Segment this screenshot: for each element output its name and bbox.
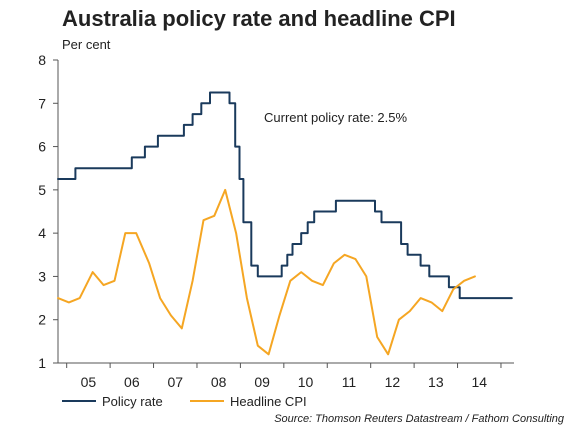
x-tick-label: 14 xyxy=(471,374,487,390)
y-tick-label: 4 xyxy=(38,225,46,241)
y-tick-label: 1 xyxy=(38,355,46,371)
x-tick-label: 11 xyxy=(342,374,357,390)
x-tick-label: 05 xyxy=(81,374,97,390)
x-tick-label: 07 xyxy=(167,374,183,390)
x-tick-label: 13 xyxy=(428,374,444,390)
annotation-current-policy-rate: Current policy rate: 2.5% xyxy=(264,110,408,125)
y-tick-label: 6 xyxy=(38,139,46,155)
y-tick-label: 5 xyxy=(38,182,46,198)
y-tick-label: 7 xyxy=(38,95,46,111)
legend-item-policy-rate: Policy rate xyxy=(62,394,163,409)
x-tick-label: 12 xyxy=(385,374,401,390)
legend-label-policy-rate: Policy rate xyxy=(102,394,163,409)
y-tick-label: 2 xyxy=(38,312,46,328)
legend-swatch-policy-rate xyxy=(62,399,96,402)
y-tick-label: 3 xyxy=(38,268,46,284)
x-tick-label: 09 xyxy=(254,374,270,390)
headline-cpi-line xyxy=(57,188,476,356)
x-tick-label: 10 xyxy=(298,374,314,390)
legend-swatch-headline-cpi xyxy=(190,399,224,402)
x-tick-label: 08 xyxy=(211,374,227,390)
x-tick-label: 06 xyxy=(124,374,140,390)
legend-label-headline-cpi: Headline CPI xyxy=(230,394,307,409)
source-note: Source: Thomson Reuters Datastream / Fat… xyxy=(274,413,564,425)
y-tick-label: 8 xyxy=(38,52,46,68)
policy-rate-line xyxy=(57,91,513,300)
chart-title: Australia policy rate and headline CPI xyxy=(62,6,456,31)
y-axis-label: Per cent xyxy=(62,37,111,52)
legend-item-headline-cpi: Headline CPI xyxy=(190,394,307,409)
